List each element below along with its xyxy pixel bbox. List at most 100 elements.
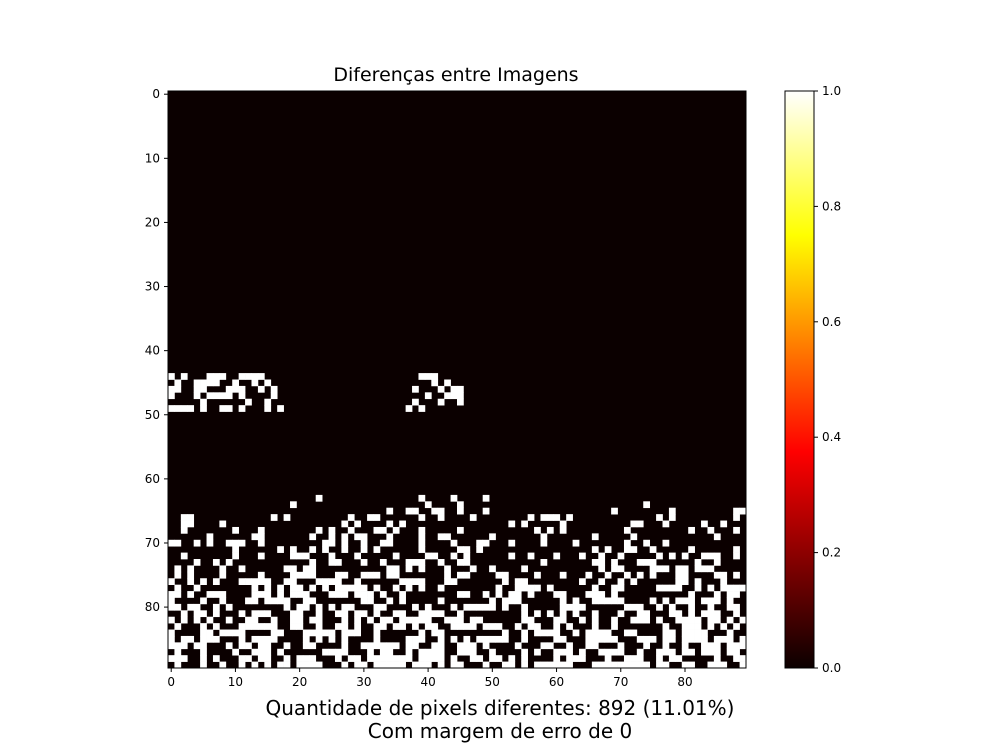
difference-cell bbox=[418, 655, 426, 662]
difference-cell bbox=[643, 610, 651, 618]
difference-cell bbox=[328, 603, 336, 611]
difference-cell bbox=[579, 603, 586, 611]
difference-cell bbox=[418, 494, 426, 502]
difference-cell bbox=[662, 648, 670, 656]
difference-cell bbox=[553, 552, 561, 560]
difference-cell bbox=[630, 629, 638, 637]
difference-cell bbox=[174, 385, 182, 393]
difference-cell bbox=[733, 623, 740, 630]
difference-cell bbox=[495, 584, 503, 592]
caption-pixel-count: Quantidade de pixels diferentes: 892 (11… bbox=[266, 696, 735, 720]
difference-cell bbox=[412, 507, 419, 515]
difference-cell bbox=[444, 392, 451, 400]
difference-cell bbox=[463, 623, 471, 630]
difference-cell bbox=[437, 648, 445, 656]
difference-cell bbox=[643, 539, 651, 547]
difference-cell bbox=[617, 642, 625, 650]
difference-cell bbox=[418, 635, 426, 643]
difference-cell bbox=[437, 514, 445, 521]
difference-cell bbox=[482, 539, 490, 547]
difference-cell bbox=[431, 629, 439, 637]
difference-cell bbox=[495, 623, 503, 630]
difference-cell bbox=[591, 642, 599, 650]
difference-cell bbox=[418, 539, 426, 547]
difference-cell bbox=[328, 629, 336, 637]
difference-cell bbox=[720, 661, 728, 669]
difference-cell bbox=[379, 559, 387, 566]
difference-cell bbox=[514, 623, 522, 630]
difference-cell bbox=[482, 494, 490, 502]
difference-cell bbox=[399, 661, 406, 669]
difference-cell bbox=[707, 552, 715, 560]
difference-cell bbox=[174, 565, 182, 573]
difference-cell bbox=[707, 642, 715, 650]
difference-cell bbox=[367, 514, 374, 521]
y-tick-label: 60 bbox=[145, 472, 160, 486]
x-tick-label: 40 bbox=[420, 675, 435, 689]
difference-cell bbox=[302, 565, 310, 573]
difference-cell bbox=[174, 571, 182, 579]
difference-cell bbox=[354, 533, 362, 541]
difference-cell bbox=[707, 610, 715, 618]
difference-cell bbox=[668, 507, 676, 515]
difference-cell bbox=[501, 571, 509, 579]
difference-cell bbox=[591, 546, 599, 553]
difference-cell bbox=[591, 533, 599, 541]
difference-cell bbox=[476, 616, 484, 624]
difference-cell bbox=[585, 571, 593, 579]
difference-cell bbox=[379, 591, 387, 598]
difference-cell bbox=[360, 539, 368, 547]
difference-cell bbox=[206, 616, 214, 624]
difference-cell bbox=[566, 642, 573, 650]
difference-cell bbox=[604, 648, 612, 656]
difference-cell bbox=[591, 623, 599, 630]
difference-cell bbox=[264, 642, 272, 650]
difference-cell bbox=[694, 584, 702, 592]
difference-cell bbox=[347, 629, 355, 637]
difference-cell bbox=[450, 392, 458, 400]
difference-cell bbox=[264, 578, 272, 585]
difference-cell bbox=[283, 655, 291, 662]
difference-cell bbox=[238, 655, 246, 662]
difference-cell bbox=[245, 578, 252, 585]
difference-cell bbox=[720, 584, 728, 592]
difference-cell bbox=[688, 661, 695, 669]
difference-cell bbox=[270, 597, 278, 605]
difference-cell bbox=[193, 603, 201, 611]
difference-cell bbox=[238, 405, 246, 412]
difference-cell bbox=[713, 559, 721, 566]
difference-cell bbox=[688, 616, 695, 624]
difference-cell bbox=[180, 635, 188, 643]
difference-cell bbox=[412, 603, 419, 611]
difference-cell bbox=[720, 578, 728, 585]
difference-cell bbox=[489, 648, 496, 656]
difference-cell bbox=[681, 616, 689, 624]
difference-cell bbox=[463, 552, 471, 560]
difference-cell bbox=[341, 635, 349, 643]
difference-cell bbox=[379, 616, 387, 624]
difference-cell bbox=[206, 379, 214, 387]
difference-cell bbox=[219, 571, 227, 579]
difference-cell bbox=[187, 635, 195, 643]
difference-cell bbox=[713, 616, 721, 624]
difference-cell bbox=[585, 591, 593, 598]
difference-cell bbox=[174, 379, 182, 387]
difference-cell bbox=[694, 559, 702, 566]
difference-cell bbox=[598, 552, 606, 560]
difference-cell bbox=[457, 559, 464, 566]
difference-cell bbox=[623, 526, 631, 534]
difference-cell bbox=[360, 533, 368, 541]
difference-cell bbox=[713, 597, 721, 605]
difference-cell bbox=[694, 629, 702, 637]
difference-cell bbox=[386, 661, 394, 669]
difference-cell bbox=[296, 584, 304, 592]
difference-cell bbox=[296, 655, 304, 662]
colorbar-tick-label: 0.2 bbox=[822, 546, 841, 560]
difference-cell bbox=[579, 648, 586, 656]
difference-cell bbox=[636, 648, 644, 656]
difference-cell bbox=[431, 373, 439, 380]
difference-cell bbox=[412, 578, 419, 585]
difference-cell bbox=[219, 597, 227, 605]
y-tick-label: 80 bbox=[145, 600, 160, 614]
